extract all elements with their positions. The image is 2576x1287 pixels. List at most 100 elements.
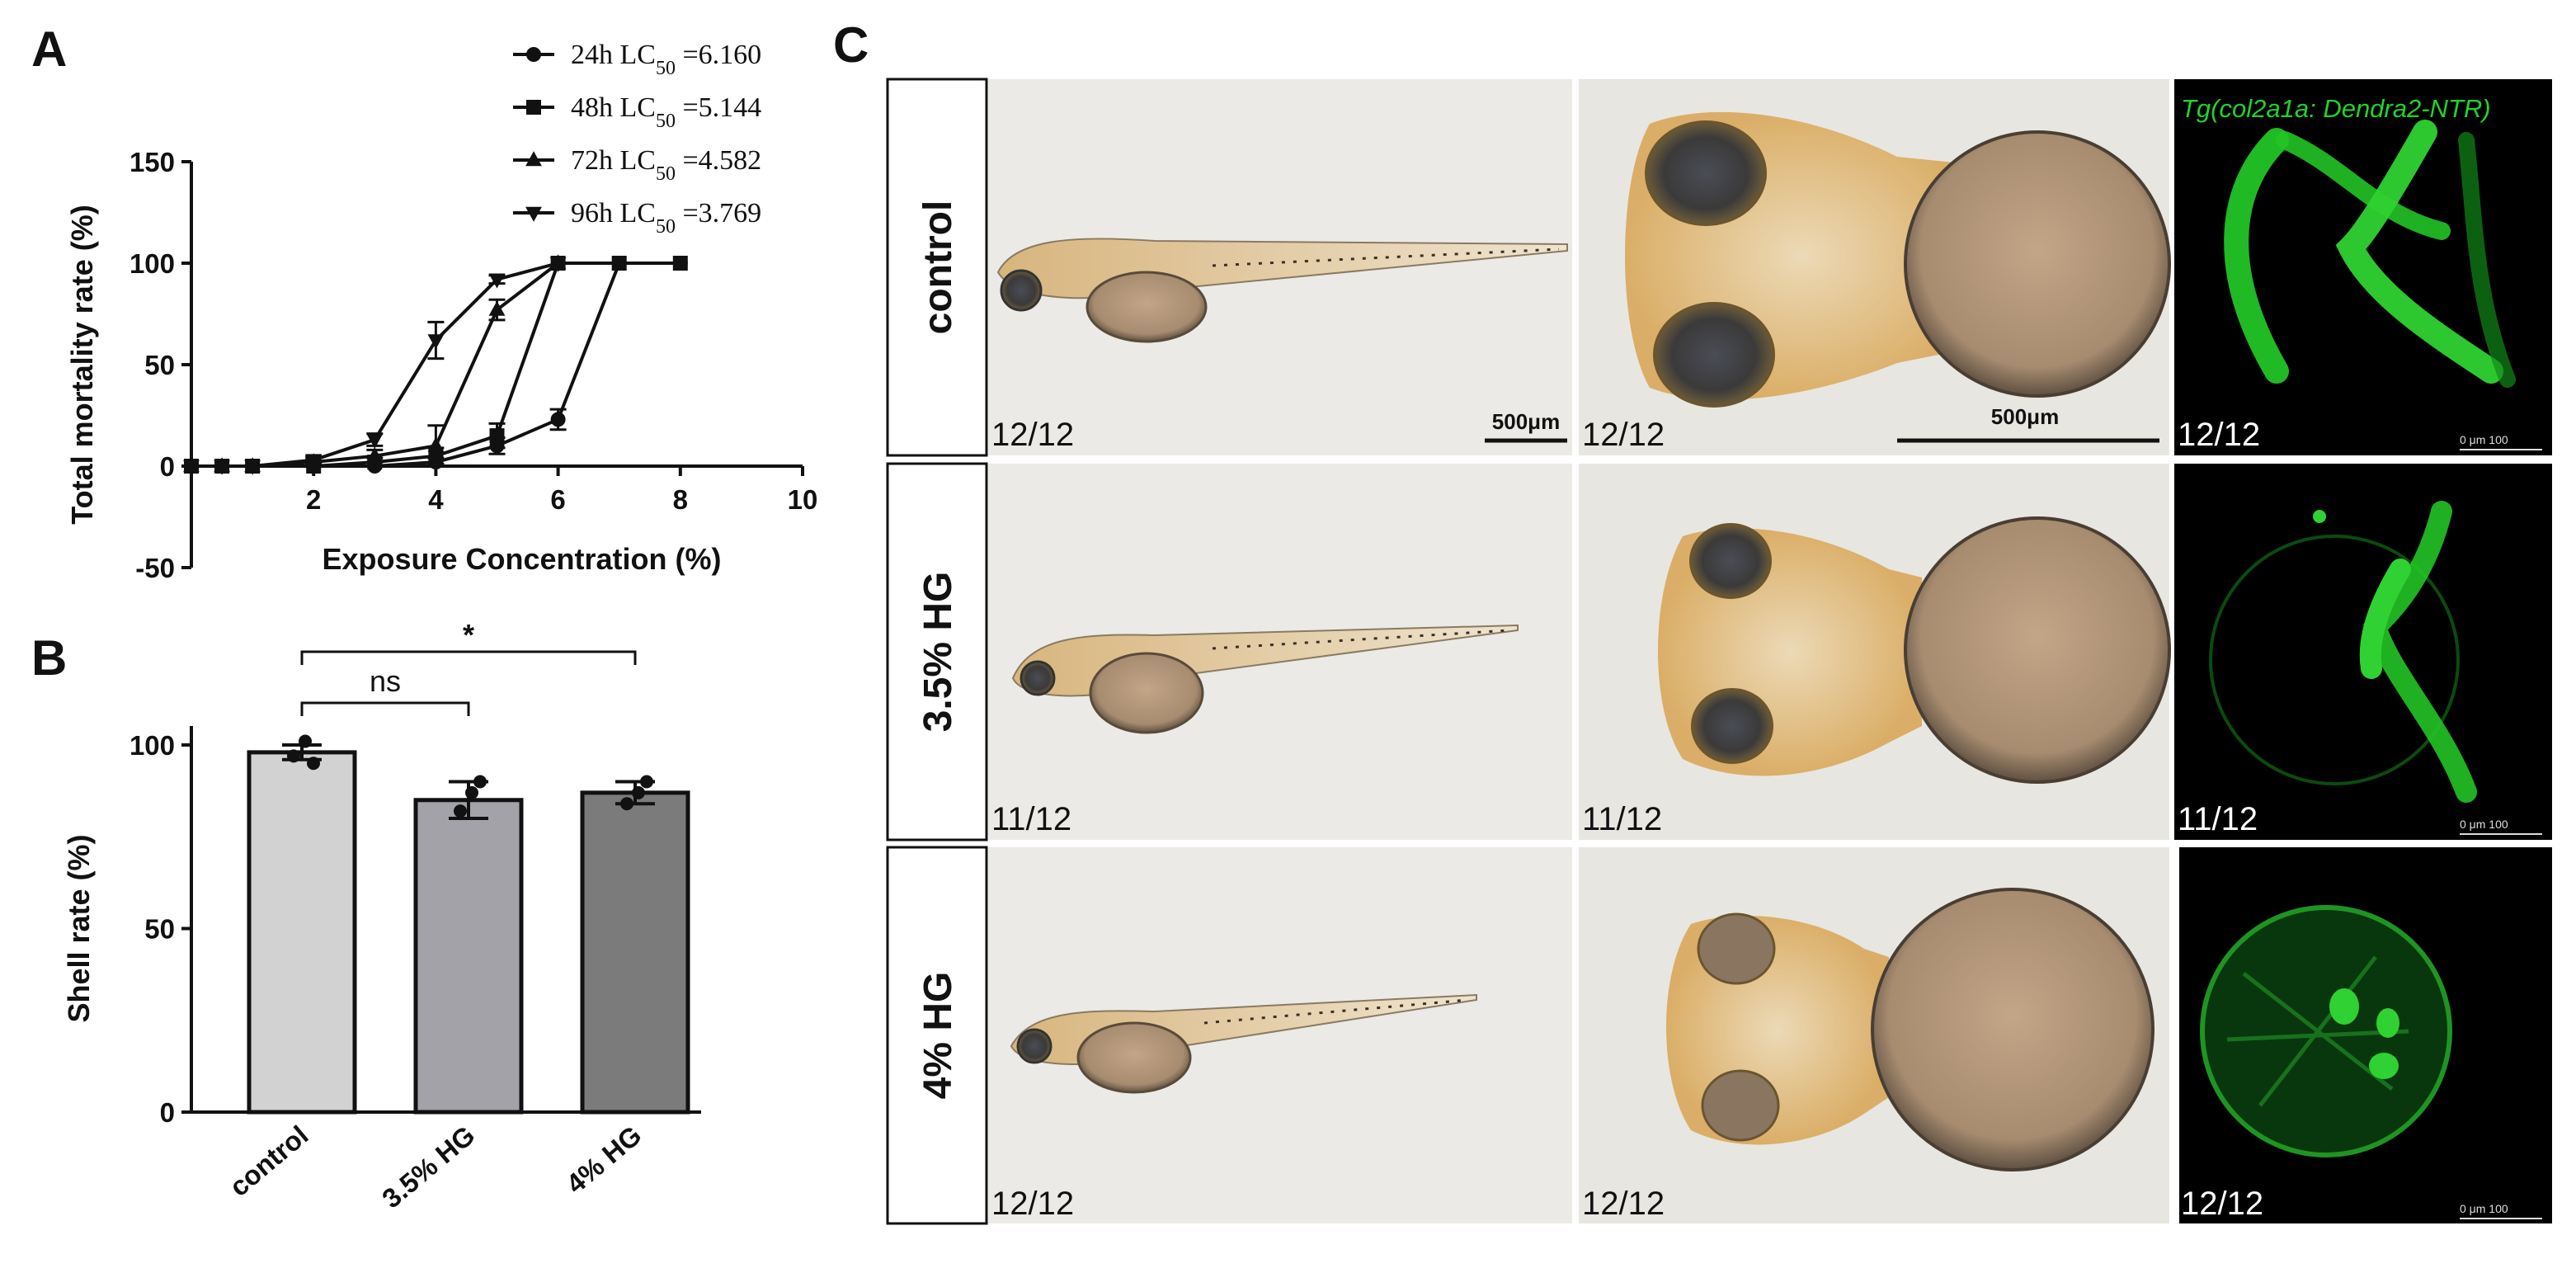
x-tick-label: 10 (788, 484, 818, 515)
data-point-marker (244, 460, 261, 475)
confocal-image-4hg: 12/12 0 μm 100 (2179, 847, 2552, 1223)
replicate-point (454, 804, 467, 818)
legend-label: 48h LC50 =5.144 (571, 92, 761, 132)
ratio-label: 12/12 (2178, 417, 2260, 453)
replicate-point (299, 734, 312, 748)
replicate-point (307, 757, 320, 771)
mortality-line-chart: -50 0 50 100 150 2 4 6 8 10 Exposure Concentratio… (65, 40, 817, 583)
replicate-point (632, 785, 645, 799)
mortality-tick-labels: -50 0 50 100 150 2 4 6 8 10 (130, 147, 817, 583)
panel-b-letter: B (31, 630, 67, 686)
row-label-text: 4% HG (916, 972, 960, 1100)
ratio-label: 11/12 (2178, 801, 2258, 837)
legend-entry-1: 48h LC50 =5.144 (513, 92, 761, 132)
row-label-text: 3.5% HG (916, 572, 960, 733)
bar-group-0 (247, 734, 357, 1115)
confocal-image-35hg: 11/12 0 μm 100 (2174, 464, 2552, 840)
category-label: 3.5% HG (376, 1120, 480, 1214)
data-point-marker (549, 257, 567, 272)
data-point-marker (366, 433, 384, 449)
bar (247, 750, 357, 1115)
series-3 (183, 257, 567, 475)
x-tick-label: 2 (306, 484, 321, 515)
ratio-label: 12/12 (2181, 1186, 2263, 1222)
bar (413, 798, 524, 1115)
significance-label: ns (370, 664, 401, 698)
legend-entry-2: 72h LC50 =4.582 (513, 145, 761, 185)
data-point-marker (305, 454, 323, 469)
head-image-4hg: 12/12 (1579, 847, 2169, 1223)
data-point-marker (488, 273, 506, 289)
x-tick-label: 4 (428, 484, 444, 515)
significance-label: * (463, 618, 474, 652)
data-point-marker (489, 428, 505, 444)
ratio-label: 12/12 (1582, 417, 1665, 453)
micrograph-grid: control 3.5% HG 4% HG 12/12 500μm (886, 78, 2552, 1225)
ratio-label: 11/12 (1582, 801, 1662, 837)
row-label-control: control (886, 78, 988, 457)
data-point-marker (550, 412, 566, 427)
row-label-text: control (916, 200, 960, 335)
y-tick-label: 100 (130, 730, 175, 761)
shell-rate-bar-chart: 0 50 100 control 3.5% HG 4% HG ns * Shell rate… (62, 618, 701, 1214)
head-image-control: 12/12 500μm (1579, 79, 2171, 455)
y-tick-label: 0 (160, 1097, 175, 1128)
legend-entry-0: 24h LC50 =6.160 (513, 40, 761, 79)
legend-label: 72h LC50 =4.582 (571, 145, 761, 185)
significance-bracket (300, 650, 637, 665)
replicate-point (640, 775, 653, 789)
mortality-y-axis-title: Total mortality rate (%) (65, 205, 99, 524)
larva-image-4hg: 12/12 (988, 847, 1572, 1223)
row-label-35hg: 3.5% HG (886, 462, 988, 842)
ratio-label: 12/12 (1582, 1186, 1665, 1222)
legend-label: 24h LC50 =6.160 (571, 40, 761, 79)
mortality-legend: 24h LC50 =6.160 48h LC50 =5.144 72h LC50 =… (513, 40, 761, 238)
data-point-marker (526, 100, 541, 115)
y-tick-label: 50 (144, 914, 175, 945)
significance-brackets: ns * (300, 618, 637, 716)
ratio-label: 11/12 (991, 801, 1071, 837)
shell-tick-labels: 0 50 100 control 3.5% HG 4% HG (130, 730, 648, 1214)
replicate-point (473, 775, 487, 789)
series-line (191, 262, 559, 468)
data-point-marker (427, 334, 445, 350)
mortality-x-axis-title: Exposure Concentration (%) (322, 542, 721, 576)
category-label: 4% HG (560, 1120, 647, 1200)
confocal-image-control: Tg(col2a1a: Dendra2-NTR) 12/12 0 μm 100 (2174, 79, 2552, 455)
scale-bar-label: 500μm (1991, 404, 2059, 429)
shell-y-axis-title: Shell rate (%) (62, 834, 96, 1022)
x-tick-label: 8 (673, 484, 688, 515)
data-point-marker (672, 256, 688, 271)
y-tick-label: 150 (130, 147, 175, 177)
mortality-series (183, 254, 688, 475)
replicate-point (620, 797, 633, 811)
y-tick-label: 100 (130, 248, 175, 279)
x-tick-label: 6 (550, 484, 565, 515)
data-point-marker (525, 206, 542, 222)
head-image-35hg: 11/12 (1579, 464, 2171, 840)
y-tick-label: 0 (160, 451, 175, 482)
shell-bars (247, 734, 690, 1115)
ratio-label: 12/12 (991, 1186, 1074, 1222)
larva-image-35hg: 11/12 (988, 464, 1572, 840)
data-point-marker (611, 256, 627, 271)
data-point-marker (427, 436, 445, 452)
data-point-marker (214, 460, 230, 475)
panel-a-letter: A (31, 21, 67, 77)
category-label: control (224, 1120, 313, 1202)
confocal-scale-label: 0 μm 100 (2460, 433, 2508, 446)
replicate-point (287, 749, 300, 763)
row-label-4hg: 4% HG (886, 846, 988, 1225)
replicate-point (465, 785, 478, 799)
bar-group-1 (413, 775, 524, 1115)
significance-bracket (300, 701, 470, 716)
data-point-marker (526, 47, 541, 62)
legend-entry-3: 96h LC50 =3.769 (513, 198, 761, 238)
y-tick-label: 50 (144, 350, 175, 380)
legend-label: 96h LC50 =3.769 (571, 198, 761, 238)
bar (580, 790, 690, 1115)
scale-bar-label: 500μm (1492, 409, 1560, 434)
bar-group-2 (580, 775, 690, 1115)
confocal-scale-label: 0 μm 100 (2460, 1202, 2508, 1215)
